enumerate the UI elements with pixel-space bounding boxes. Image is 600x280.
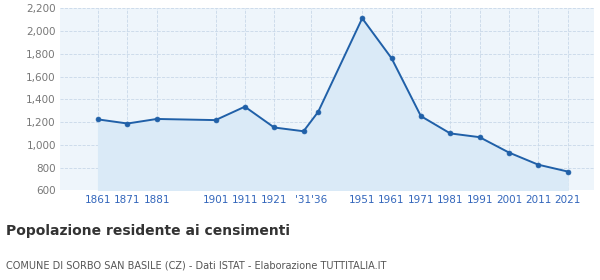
Text: Popolazione residente ai censimenti: Popolazione residente ai censimenti [6,224,290,238]
Text: COMUNE DI SORBO SAN BASILE (CZ) - Dati ISTAT - Elaborazione TUTTITALIA.IT: COMUNE DI SORBO SAN BASILE (CZ) - Dati I… [6,260,386,270]
